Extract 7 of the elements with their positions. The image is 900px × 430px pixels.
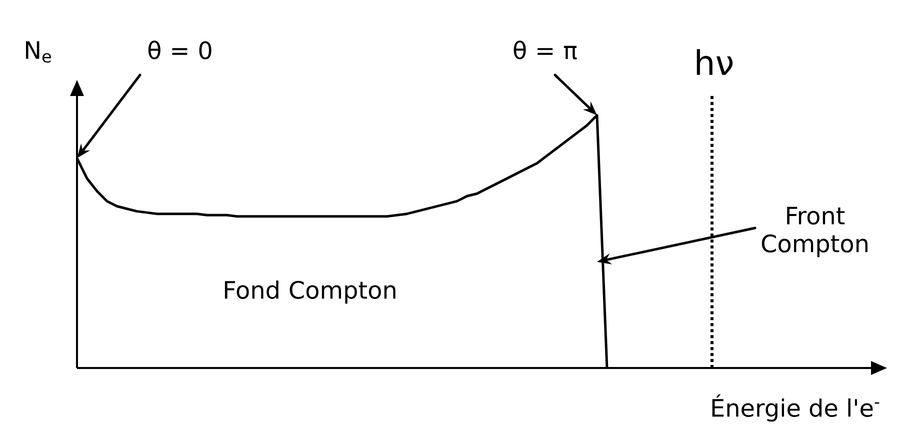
text: θ = π [514,40,577,60]
x-axis-title: Énergie de l'e$^{-}$ [712,394,880,422]
y-axis-title: N$_{e}$ [26,41,51,63]
text: hν [696,49,733,75]
annotation: Front Compton [762,206,868,258]
annotation: Fond Compton [224,280,396,304]
text: θ = 0 [148,40,212,60]
